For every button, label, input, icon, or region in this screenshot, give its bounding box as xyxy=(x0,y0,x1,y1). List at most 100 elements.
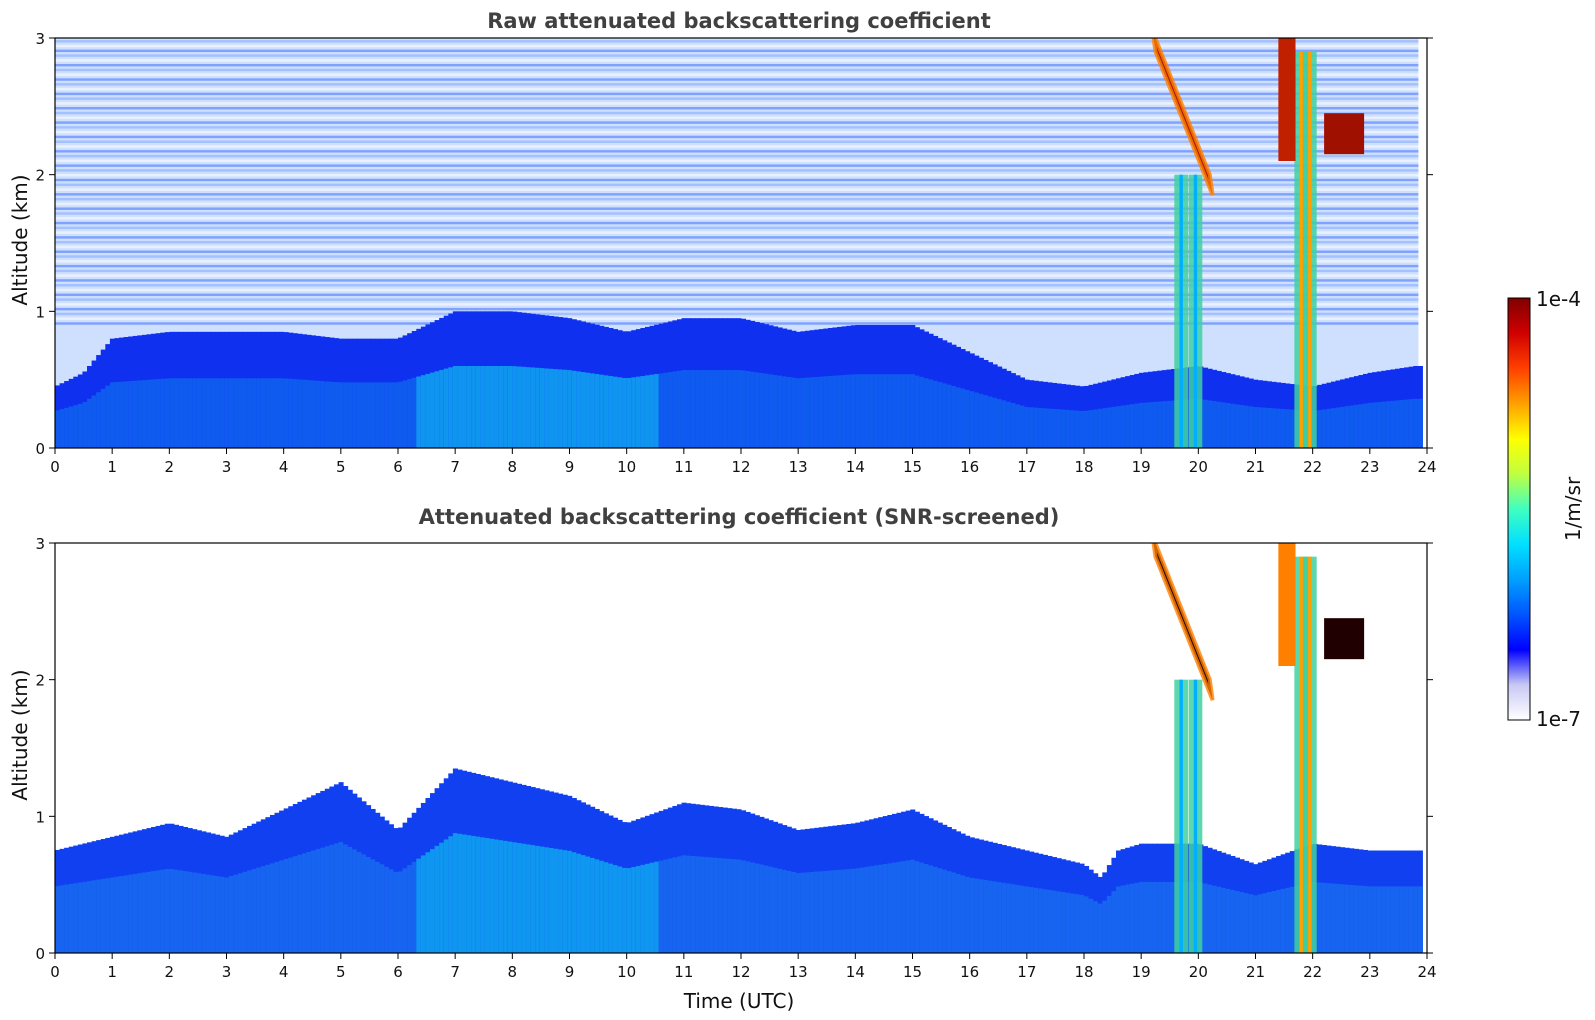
y-tick-label: 3 xyxy=(35,535,45,553)
bl-core xyxy=(68,883,74,953)
bl-core xyxy=(1152,401,1158,448)
bl-core xyxy=(763,865,769,953)
y-tick-label: 2 xyxy=(35,167,45,185)
bl-core xyxy=(901,374,907,448)
bl-core xyxy=(347,382,353,448)
x-tick-label: 7 xyxy=(450,458,460,476)
bl-core xyxy=(1317,882,1323,953)
bl-core xyxy=(1074,894,1080,953)
bl-core xyxy=(82,402,88,448)
bl-core xyxy=(365,382,372,448)
bl-core xyxy=(827,870,833,953)
bl-core xyxy=(928,865,934,953)
bl-core xyxy=(1253,895,1259,953)
bl-core xyxy=(1029,887,1035,953)
bl-core xyxy=(608,863,614,953)
bl-core xyxy=(471,835,477,953)
bl-core xyxy=(869,374,875,448)
bl-core xyxy=(1257,407,1263,448)
bl-core xyxy=(869,866,875,953)
bl-core xyxy=(494,366,500,448)
noise-band xyxy=(55,307,1419,311)
noise-band xyxy=(55,154,1419,158)
bl-core xyxy=(1330,883,1337,953)
bl-core xyxy=(178,378,184,448)
x-tick-label: 20 xyxy=(1189,458,1208,476)
bl-core xyxy=(333,843,340,953)
bl-core xyxy=(1079,410,1085,448)
noise-band xyxy=(55,202,1419,206)
bl-core xyxy=(210,875,216,953)
bl-core xyxy=(55,886,61,953)
bl-core xyxy=(1051,890,1058,953)
noise-band xyxy=(55,226,1419,230)
bl-core xyxy=(699,856,705,953)
upper-cloud-right xyxy=(1324,618,1365,660)
noise-band xyxy=(55,293,1419,297)
bl-core xyxy=(160,378,166,448)
bl-core xyxy=(750,371,756,448)
bl-core xyxy=(1033,887,1039,953)
bl-core xyxy=(887,374,893,448)
bl-core xyxy=(1088,410,1094,448)
bl-core xyxy=(676,856,683,953)
bl-core xyxy=(1038,407,1044,448)
bl-core xyxy=(686,855,692,953)
y-tick-label: 3 xyxy=(35,30,45,48)
bl-core xyxy=(402,380,408,448)
bl-core xyxy=(1280,408,1286,448)
bl-core xyxy=(1116,886,1122,953)
y-axis-label: Altitude (km) xyxy=(8,174,32,305)
bl-core xyxy=(887,863,893,953)
bl-core xyxy=(164,868,170,953)
noise-band xyxy=(55,68,1419,72)
bl-core xyxy=(384,866,390,953)
upper-cloud-left xyxy=(1278,543,1296,666)
noise-band xyxy=(55,164,1419,167)
bl-core xyxy=(626,377,632,448)
bl-core xyxy=(1056,891,1062,953)
x-tick-label: 18 xyxy=(1074,963,1093,981)
noise-band xyxy=(55,54,1419,57)
bl-core xyxy=(585,372,591,448)
bl-core xyxy=(663,859,669,953)
bl-core xyxy=(64,407,70,448)
bl-core xyxy=(430,372,436,448)
bl-core xyxy=(658,373,664,448)
bl-core xyxy=(1029,407,1035,448)
bl-core xyxy=(1394,886,1401,953)
raw-backscatter-panel: Raw attenuated backscattering coefficien… xyxy=(8,9,1437,476)
noise-band xyxy=(55,159,1419,163)
bl-core xyxy=(759,864,765,953)
bl-core xyxy=(393,382,399,448)
bl-core xyxy=(301,853,308,953)
bl-core xyxy=(1385,401,1391,448)
bl-core xyxy=(242,378,248,448)
noise-band xyxy=(55,78,1419,81)
bl-core xyxy=(91,395,97,448)
bl-core xyxy=(160,869,166,953)
bl-core xyxy=(722,858,728,953)
bl-core xyxy=(1362,886,1369,953)
bl-core xyxy=(1340,406,1346,448)
bl-core xyxy=(507,366,513,448)
bl-core xyxy=(1015,884,1021,953)
bl-core xyxy=(1367,402,1373,448)
bl-core xyxy=(1074,410,1080,448)
bl-core xyxy=(1234,890,1240,953)
bl-core xyxy=(105,878,111,953)
bl-core xyxy=(73,883,79,953)
noise-band xyxy=(55,231,1419,234)
x-tick-label: 24 xyxy=(1417,458,1436,476)
bl-core xyxy=(855,374,861,448)
bl-core xyxy=(599,374,605,448)
bl-core xyxy=(548,847,554,953)
bl-core xyxy=(530,845,536,953)
x-tick-label: 18 xyxy=(1074,458,1093,476)
bl-core xyxy=(745,371,751,448)
bl-core xyxy=(1349,884,1355,953)
bl-core xyxy=(343,382,349,448)
bl-core xyxy=(1152,881,1158,953)
bl-core xyxy=(548,368,554,448)
bl-core xyxy=(535,845,541,953)
